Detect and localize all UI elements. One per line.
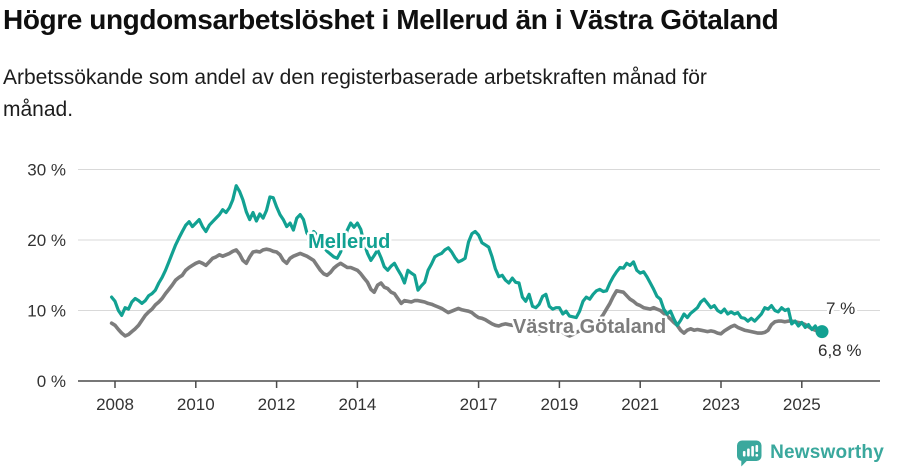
brand-name: Newsworthy (770, 442, 884, 463)
series-label: Västra Götaland (513, 316, 666, 338)
x-axis-label: 2019 (540, 395, 578, 414)
x-axis-label: 2010 (177, 395, 215, 414)
x-axis-label: 2021 (621, 395, 659, 414)
x-axis-label: 2025 (783, 395, 821, 414)
x-axis-label: 2017 (460, 395, 498, 414)
subtitle-line-1: Arbetssökande som andel av den registerb… (3, 66, 707, 89)
latest-value-label: 7 % (826, 299, 855, 318)
page-title: Högre ungdomsarbetslöshet i Mellerud än … (3, 4, 779, 35)
x-axis-label: 2012 (258, 395, 296, 414)
latest-value-label: 6,8 % (818, 341, 861, 360)
series-label: Mellerud (308, 231, 390, 253)
gridlines (78, 169, 880, 388)
newsworthy-logo-icon (737, 440, 762, 467)
subtitle-line-2: månad. (3, 97, 74, 121)
y-axis-label: 10 % (27, 302, 66, 321)
v-stra-g-taland-line (109, 247, 824, 338)
x-axis-label: 2008 (96, 395, 134, 414)
x-axis-label: 2023 (702, 395, 740, 414)
brand-footer: Newsworthy (736, 439, 884, 467)
chart-subtitle: Arbetssökande som andel av den registerb… (3, 62, 707, 125)
y-axis-label: 20 % (27, 231, 66, 250)
mellerud-latest-point (815, 325, 829, 339)
y-axis-label: 30 % (27, 161, 66, 180)
y-axis-label: 0 % (37, 372, 66, 391)
mellerud-line (109, 184, 824, 334)
x-axis-label: 2014 (338, 395, 376, 414)
